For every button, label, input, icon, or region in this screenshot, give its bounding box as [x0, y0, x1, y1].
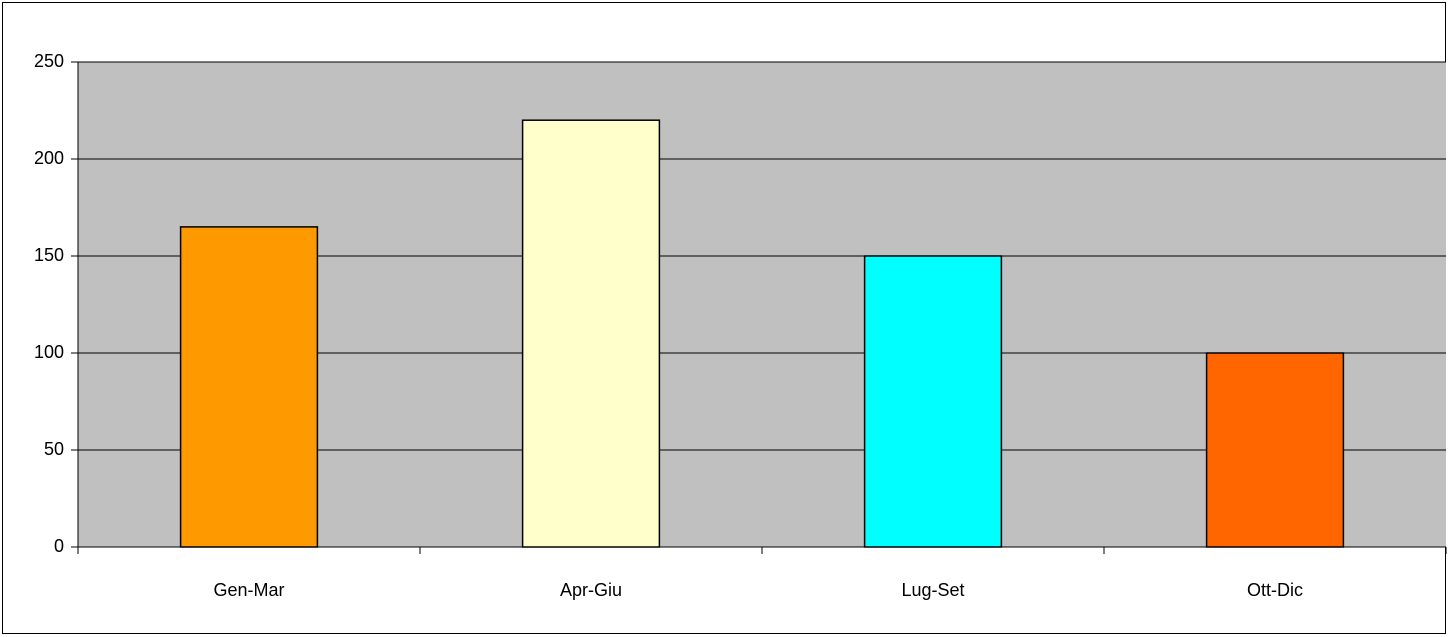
x-tick-label: Ott-Dic	[1247, 580, 1303, 600]
x-tick-label: Lug-Set	[901, 580, 964, 600]
bar	[1205, 352, 1345, 548]
y-tick-label: 50	[44, 439, 64, 459]
x-tick-label: Apr-Giu	[560, 580, 622, 600]
y-tick-label: 100	[34, 342, 64, 362]
y-tick-label: 150	[34, 245, 64, 265]
bar	[863, 255, 1003, 548]
x-tick-label: Gen-Mar	[213, 580, 284, 600]
bar	[179, 226, 319, 548]
y-tick-label: 200	[34, 148, 64, 168]
y-tick-label: 250	[34, 51, 64, 71]
y-tick-label: 0	[54, 536, 64, 556]
bar	[521, 119, 661, 548]
